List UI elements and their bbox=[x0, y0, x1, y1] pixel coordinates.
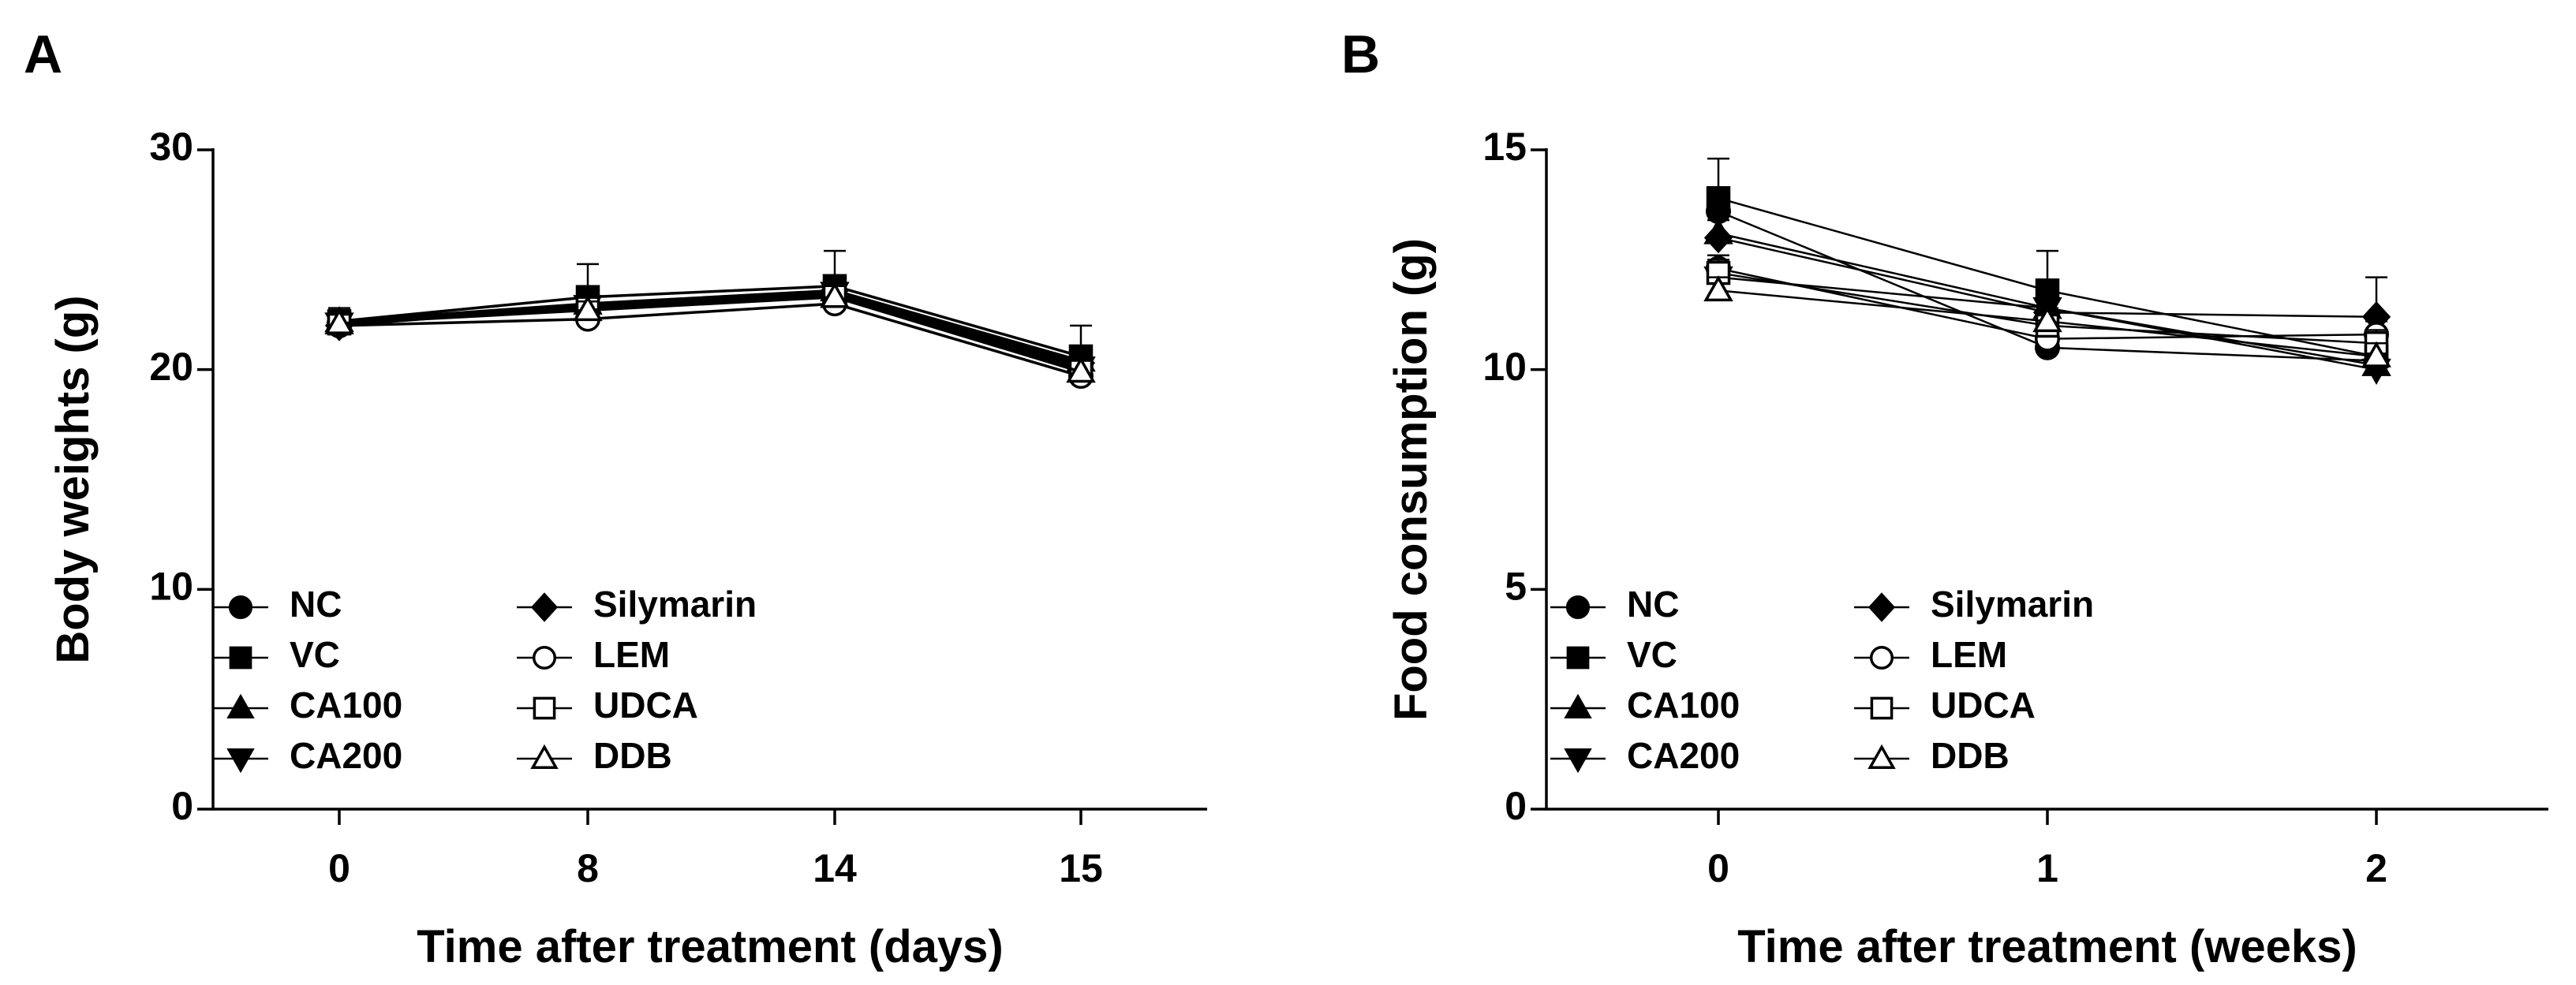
legend-label: UDCA bbox=[1931, 685, 2036, 726]
legend-item-udca: UDCA bbox=[517, 685, 698, 726]
legend-marker bbox=[228, 595, 253, 620]
legend-marker bbox=[532, 645, 557, 670]
legend-label: VC bbox=[1627, 634, 1677, 675]
legend-marker bbox=[226, 693, 255, 718]
panel-a: A 0 10 20 30 0 8 14 15 Time after treatment (days… bbox=[24, 24, 1207, 972]
series-line bbox=[338, 302, 1082, 378]
y-tick-label: 0 bbox=[171, 784, 193, 828]
legend-label: LEM bbox=[593, 634, 670, 675]
data-point bbox=[2361, 341, 2391, 368]
x-tick-label: 15 bbox=[1059, 846, 1103, 890]
legend: NC VC CA100 CA200 Silymarin LEM UDCA DDB bbox=[213, 584, 757, 776]
legend-marker bbox=[1869, 645, 1894, 670]
data-point bbox=[1703, 222, 1733, 254]
legend-marker bbox=[1564, 693, 1592, 718]
series-line bbox=[338, 295, 1082, 374]
y-tick-label: 5 bbox=[1505, 565, 1527, 609]
legend: NC VC CA100 CA200 Silymarin LEM UDCA DDB bbox=[1550, 584, 2094, 776]
data-point bbox=[820, 282, 850, 308]
legend-marker bbox=[1565, 595, 1591, 620]
legend-marker bbox=[229, 646, 252, 670]
legend-item-silymarin: Silymarin bbox=[517, 584, 757, 625]
legend-label: CA100 bbox=[290, 685, 402, 726]
data-point bbox=[1066, 356, 1096, 383]
legend-item-vc: VC bbox=[1550, 634, 1677, 675]
x-tick-label: 2 bbox=[2365, 846, 2387, 890]
x-axis-title: Time after treatment (weeks) bbox=[1737, 921, 2357, 972]
y-tick-label: 15 bbox=[1482, 125, 1527, 169]
legend-item-lem: LEM bbox=[1854, 634, 2007, 675]
y-axis-title: Food consumption (g) bbox=[1385, 238, 1437, 721]
x-tick-label: 14 bbox=[813, 846, 857, 890]
x-tick-label: 1 bbox=[2036, 846, 2058, 890]
legend-item-nc: NC bbox=[213, 584, 342, 625]
panel-letter-a: A bbox=[24, 24, 62, 84]
y-tick-label: 0 bbox=[1505, 784, 1527, 828]
legend-label: CA100 bbox=[1627, 685, 1740, 726]
legend-label: DDB bbox=[1931, 735, 2010, 776]
y-tick-label: 10 bbox=[149, 565, 193, 609]
legend-marker bbox=[530, 744, 559, 769]
legend-marker bbox=[1566, 646, 1590, 670]
data-point bbox=[1703, 275, 1733, 302]
y-tick-label: 10 bbox=[1482, 345, 1527, 389]
legend-label: CA200 bbox=[290, 735, 402, 776]
data-point bbox=[1706, 186, 1731, 211]
data-point bbox=[573, 295, 603, 322]
legend-item-ddb: DDB bbox=[517, 735, 672, 776]
data-point bbox=[2032, 306, 2062, 333]
panel-letter-b: B bbox=[1341, 24, 1380, 84]
x-tick-label: 0 bbox=[1707, 846, 1729, 890]
legend-item-ca200: CA200 bbox=[1550, 735, 1740, 776]
legend-label: Silymarin bbox=[593, 584, 757, 625]
legend-label: VC bbox=[290, 634, 340, 675]
legend-item-udca: UDCA bbox=[1854, 685, 2036, 726]
y-axis-title: Body weights (g) bbox=[47, 295, 99, 663]
legend-label: Silymarin bbox=[1931, 584, 2094, 625]
series-line bbox=[338, 285, 1082, 358]
x-axis-title: Time after treatment (days) bbox=[417, 921, 1004, 972]
x-tick-label: 0 bbox=[328, 846, 350, 890]
legend-label: DDB bbox=[593, 735, 672, 776]
legend-marker bbox=[1868, 744, 1896, 769]
x-tick-label: 8 bbox=[577, 846, 599, 890]
legend-item-lem: LEM bbox=[517, 634, 670, 675]
legend-item-ca200: CA200 bbox=[213, 735, 402, 776]
legend-label: CA200 bbox=[1627, 735, 1740, 776]
legend-label: NC bbox=[1627, 584, 1679, 625]
legend-marker bbox=[1868, 592, 1896, 622]
legend-label: LEM bbox=[1931, 634, 2007, 675]
legend-item-ca100: CA100 bbox=[213, 685, 402, 726]
legend-label: UDCA bbox=[593, 685, 698, 726]
legend-marker bbox=[530, 592, 559, 622]
data-point bbox=[324, 308, 354, 334]
y-tick-label: 20 bbox=[149, 345, 193, 389]
legend-marker bbox=[1870, 696, 1894, 720]
legend-item-vc: VC bbox=[213, 634, 340, 675]
legend-marker bbox=[1564, 748, 1592, 774]
legend-marker bbox=[533, 696, 556, 720]
legend-item-silymarin: Silymarin bbox=[1854, 584, 2094, 625]
legend-marker bbox=[226, 748, 255, 774]
legend-label: NC bbox=[290, 584, 342, 625]
legend-item-ca100: CA100 bbox=[1550, 685, 1740, 726]
legend-item-nc: NC bbox=[1550, 584, 1679, 625]
series-ddb bbox=[324, 282, 1096, 383]
series-ddb bbox=[1703, 275, 2391, 368]
legend-item-ddb: DDB bbox=[1854, 735, 2010, 776]
y-tick-label: 30 bbox=[149, 125, 193, 169]
